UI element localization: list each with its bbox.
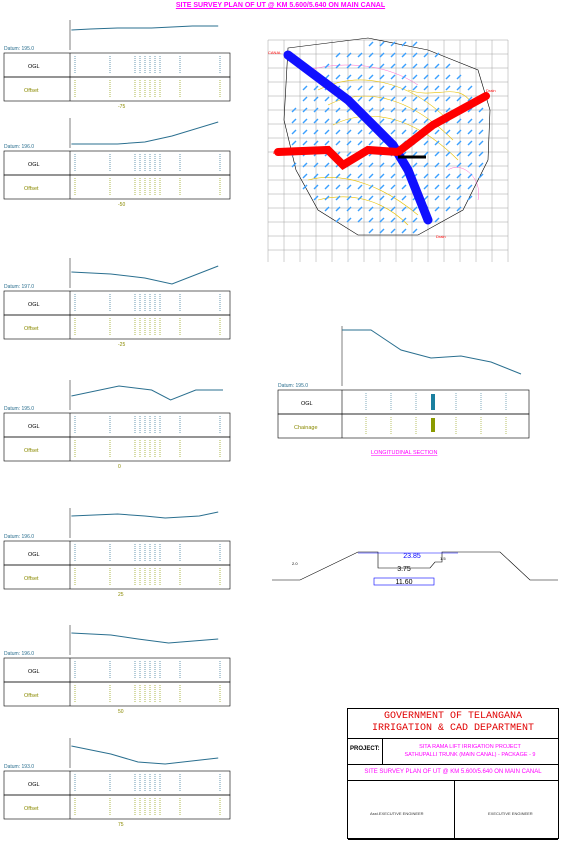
cross-section: Datum: 195.0 OGL Offset 0 (3, 380, 231, 470)
canal-depth: 3.75 (397, 566, 411, 573)
datum-label: Datum: 195.0 (4, 46, 34, 52)
project-name-line1: SITA RAMA LIFT IRRIGATION PROJECT (419, 744, 521, 750)
ogl-profile (71, 632, 219, 644)
government-name: GOVERNMENT OF TELANGANA (383, 711, 523, 722)
offset-row-label: Offset (24, 693, 39, 699)
canal-cross-section: 23.85 3.75 11.60 2.0 1.5 (272, 551, 558, 586)
project-name-line2: SATHUPALLI TRUNK (MAIN CANAL) - PACKAGE … (404, 752, 536, 758)
datum-label: Datum: 193.0 (4, 764, 34, 770)
ls-caption: LONGITUDINAL SECTION (371, 450, 437, 456)
offset-row-label: Offset (24, 186, 39, 192)
ls-chainage-label: Chainage (294, 425, 318, 431)
ogl-profile (71, 745, 219, 765)
ogl-profile (71, 511, 219, 519)
longitudinal-section: Datum: 195.0 OGL Chainage LONGITUDINAL S… (277, 326, 530, 456)
ogl-profile (71, 385, 223, 401)
ogl-profile (71, 265, 219, 285)
contour-lines-pink (307, 64, 480, 201)
datum-label: Datum: 196.0 (4, 651, 34, 657)
drain-label-right: Drain (486, 88, 496, 93)
offset-row-label: Offset (24, 448, 39, 454)
ls-datum: Datum: 195.0 (278, 383, 308, 389)
title-block: GOVERNMENT OF TELANGANA IRRIGATION & CAD… (347, 708, 559, 840)
signature-row: Asst.EXECUTIVE ENGINEER EXECUTIVE ENGINE… (348, 781, 558, 840)
ogl-row-label: OGL (28, 424, 40, 430)
asst-engineer-signature: Asst.EXECUTIVE ENGINEER (370, 811, 424, 816)
cross-section: Datum: 196.0 OGL Offset 50 (3, 625, 231, 715)
offset-chainage-label: 25 (118, 592, 124, 598)
canal-bed-width: 11.60 (396, 579, 413, 586)
offset-row-label: Offset (24, 576, 39, 582)
right-slope: 1.5 (440, 556, 446, 561)
canal-label: CANAL (268, 50, 282, 55)
drain-line (274, 92, 490, 171)
authority-header: GOVERNMENT OF TELANGANA IRRIGATION & CAD… (348, 709, 558, 739)
drain-label-left: Drain (273, 150, 283, 155)
ogl-row-label: OGL (28, 162, 40, 168)
datum-label: Datum: 196.0 (4, 534, 34, 540)
ogl-profile (71, 25, 219, 31)
cross-section: Datum: 196.0 OGL Offset 25 (3, 508, 231, 598)
ogl-profile (342, 329, 522, 375)
offset-chainage-label: 75 (118, 822, 124, 828)
ls-ogl-label: OGL (301, 401, 313, 407)
ogl-row-label: OGL (28, 552, 40, 558)
project-row: PROJECT: SITA RAMA LIFT IRRIGATION PROJE… (348, 739, 558, 765)
project-name: SITA RAMA LIFT IRRIGATION PROJECT SATHUP… (384, 743, 556, 759)
offset-chainage-label: 50 (118, 709, 124, 715)
cross-section: Datum: 195.0 OGL Offset -75 (3, 20, 231, 110)
offset-row-label: Offset (24, 326, 39, 332)
offset-chainage-label: -75 (118, 104, 125, 110)
ogl-row-label: OGL (28, 669, 40, 675)
datum-label: Datum: 197.0 (4, 284, 34, 290)
cross-section: Datum: 193.0 OGL Offset 75 (3, 738, 231, 828)
department-name: IRRIGATION & CAD DEPARTMENT (371, 723, 535, 734)
project-label: PROJECT: (350, 746, 380, 752)
sheet-title: SITE SURVEY PLAN OF UT @ KM 5.600/5.640 … (348, 765, 558, 781)
cross-section: Datum: 197.0 OGL Offset -25 (3, 258, 231, 348)
datum-label: Datum: 195.0 (4, 406, 34, 412)
ogl-row-label: OGL (28, 782, 40, 788)
datum-label: Datum: 196.0 (4, 144, 34, 150)
canal-top-width: 23.85 (403, 553, 421, 560)
left-slope: 2.0 (292, 561, 298, 566)
offset-row-label: Offset (24, 806, 39, 812)
site-plan: CANAL Drain Drain Drain (267, 37, 509, 262)
ogl-profile (71, 121, 219, 145)
ogl-row-label: OGL (28, 302, 40, 308)
offset-chainage-label: -50 (118, 202, 125, 208)
main-canal-line (283, 50, 433, 225)
survey-boundary (283, 37, 491, 236)
drawing-title: SITE SURVEY PLAN OF UT @ KM 5.600/5.640 … (175, 2, 386, 9)
offset-chainage-label: 0 (118, 464, 121, 470)
offset-chainage-label: -25 (118, 342, 125, 348)
canal-label-end: Drain (436, 234, 446, 239)
cross-section: Datum: 196.0 OGL Offset -50 (3, 118, 231, 208)
engineer-signature: EXECUTIVE ENGINEER (488, 811, 533, 816)
cross-sections-panel: Datum: 195.0 OGL Offset -75 Datum: 196.0 OGL O… (3, 20, 231, 828)
ogl-row-label: OGL (28, 64, 40, 70)
offset-row-label: Offset (24, 88, 39, 94)
